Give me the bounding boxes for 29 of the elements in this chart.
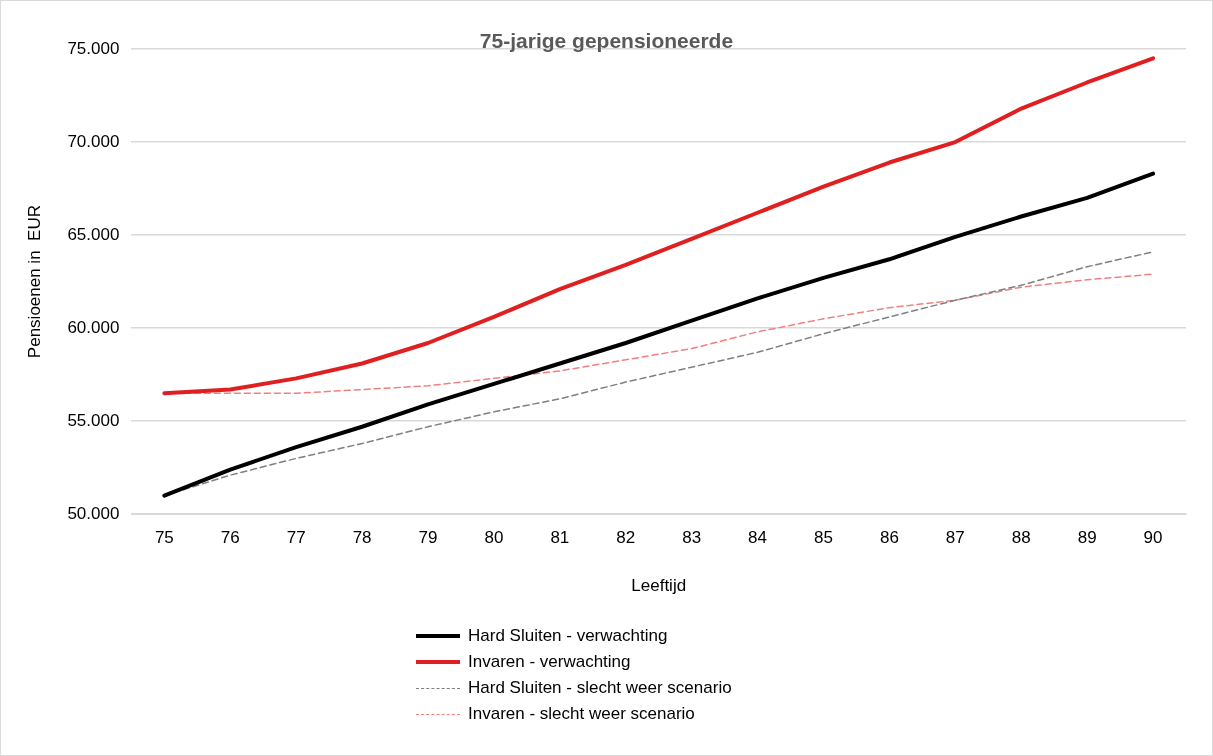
y-tick-label: 50.000: [67, 503, 120, 523]
y-tick-label: 70.000: [67, 131, 120, 151]
x-tick-label: 86: [879, 528, 899, 548]
x-tick-label: 78: [352, 528, 372, 548]
legend-label: Hard Sluiten - slecht weer scenario: [468, 678, 732, 698]
legend-label: Hard Sluiten - verwachting: [468, 626, 668, 646]
legend-label: Invaren - slecht weer scenario: [468, 704, 695, 724]
x-tick-label: 89: [1077, 528, 1097, 548]
x-tick-label: 76: [220, 528, 240, 548]
y-tick-label: 55.000: [67, 410, 120, 430]
y-tick-label: 75.000: [67, 38, 120, 58]
x-tick-label: 87: [945, 528, 965, 548]
y-tick-label: 60.000: [67, 317, 120, 337]
x-tick-label: 90: [1143, 528, 1163, 548]
x-tick-label: 75: [154, 528, 174, 548]
x-tick-label: 88: [1011, 528, 1031, 548]
x-tick-label: 81: [550, 528, 570, 548]
x-tick-label: 80: [484, 528, 504, 548]
x-tick-label: 79: [418, 528, 438, 548]
x-tick-label: 77: [286, 528, 306, 548]
x-tick-label: 83: [682, 528, 702, 548]
x-axis-title: Leeftijd: [631, 576, 687, 596]
x-tick-label: 84: [748, 528, 768, 548]
x-tick-label: 85: [814, 528, 833, 548]
legend-label: Invaren - verwachting: [468, 652, 631, 672]
chart-title: 75-jarige gepensioneerde: [479, 29, 734, 52]
y-tick-label: 65.000: [67, 224, 120, 244]
x-tick-label: 82: [616, 528, 636, 548]
y-axis-title: Pensioenen in EUR: [24, 205, 44, 359]
